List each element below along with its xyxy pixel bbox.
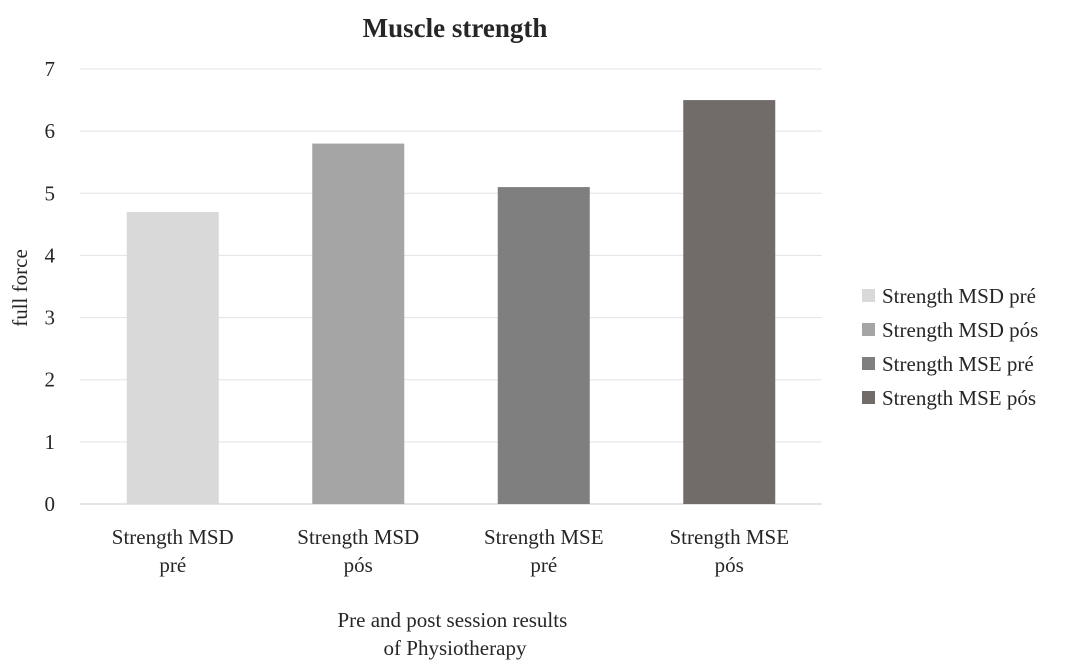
legend-entry-label: Strength MSD pré	[882, 284, 1036, 308]
legend-entry-label: Strength MSD pós	[882, 318, 1038, 342]
x-category-label-line: Strength MSD	[112, 525, 234, 549]
y-tick-label: 2	[45, 368, 56, 392]
x-category-label-line: pré	[159, 553, 186, 577]
x-category-label-line: Strength MSD	[297, 525, 419, 549]
y-axis-ticks: 0 1 2 3 4 5 6 7	[45, 57, 56, 516]
x-category-label-line: Strength MSE	[669, 525, 789, 549]
x-axis-label-line-2: of Physiotherapy	[384, 636, 527, 660]
x-category-label: Strength MSD pós	[297, 525, 419, 577]
y-tick-label: 6	[45, 119, 56, 143]
legend-entry-label: Strength MSE pós	[882, 386, 1036, 410]
legend-swatch	[862, 357, 875, 370]
x-category-label: Strength MSE pré	[484, 525, 604, 577]
bars	[126, 100, 776, 505]
x-category-label-line: pós	[715, 553, 744, 577]
x-category-label-line: pré	[530, 553, 557, 577]
legend-swatch	[862, 289, 875, 302]
x-category-label-line: Strength MSE	[484, 525, 604, 549]
chart-title: Muscle strength	[363, 13, 548, 43]
y-tick-label: 7	[45, 57, 56, 81]
y-tick-label: 0	[45, 492, 56, 516]
y-tick-label: 1	[45, 430, 56, 454]
legend-swatch	[862, 391, 875, 404]
y-tick-label: 4	[45, 243, 56, 267]
bar	[497, 187, 590, 505]
x-category-label-line: pós	[344, 553, 373, 577]
legend: Strength MSD pré Strength MSD pós Strength…	[862, 284, 1038, 410]
bar	[312, 143, 405, 505]
y-tick-label: 5	[45, 181, 56, 205]
x-axis-label-line-1: Pre and post session results	[337, 608, 567, 632]
x-category-label: Strength MSE pós	[669, 525, 789, 577]
y-tick-label: 3	[45, 306, 56, 330]
bar	[126, 211, 219, 504]
legend-swatch	[862, 323, 875, 336]
legend-entry-label: Strength MSE pré	[882, 352, 1034, 376]
y-axis-label: full force	[8, 249, 32, 327]
bar	[683, 100, 776, 505]
x-axis-label: Pre and post session results of Physioth…	[337, 608, 572, 660]
x-category-label: Strength MSD pré	[112, 525, 234, 577]
